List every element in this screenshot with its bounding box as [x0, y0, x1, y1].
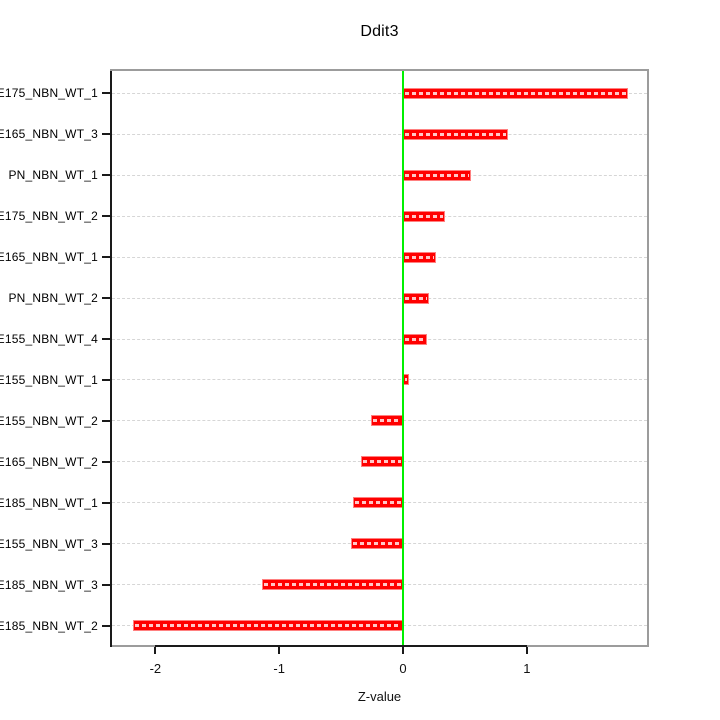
y-axis-label: PN_NBN_WT_1	[8, 168, 98, 183]
x-axis-line	[155, 645, 527, 647]
y-axis-tick	[102, 297, 110, 300]
y-axis-tick	[102, 215, 110, 218]
x-axis-tick-label: -2	[149, 661, 162, 676]
y-axis-tick	[102, 174, 110, 177]
bar	[353, 497, 404, 509]
y-axis-tick	[102, 92, 110, 95]
bar-dash-pattern	[135, 624, 402, 628]
gridline	[112, 379, 647, 381]
bar	[403, 169, 472, 181]
x-axis-tick	[278, 647, 281, 654]
x-axis-tick	[402, 647, 405, 654]
bar	[403, 210, 446, 222]
bar	[261, 579, 404, 591]
y-axis-tick	[102, 419, 110, 422]
y-axis-label: PN_NBN_WT_2	[8, 291, 98, 306]
bar	[133, 620, 404, 632]
gridline	[112, 92, 647, 94]
bar	[403, 251, 437, 263]
bar-dash-pattern	[405, 255, 435, 259]
gridline	[112, 133, 647, 135]
y-axis-label: E165_NBN_WT_2	[0, 454, 98, 469]
gridline	[112, 338, 647, 340]
bar	[370, 415, 404, 427]
bar-dash-pattern	[405, 214, 444, 218]
y-axis-label: E185_NBN_WT_2	[0, 618, 98, 633]
gridline	[112, 297, 647, 299]
y-axis-label: E155_NBN_WT_1	[0, 372, 98, 387]
x-axis-tick-label: 1	[523, 661, 531, 676]
x-axis-tick-label: 0	[399, 661, 407, 676]
bar-dash-pattern	[405, 91, 627, 95]
y-axis-tick	[102, 583, 110, 586]
y-axis-label: E165_NBN_WT_3	[0, 127, 98, 142]
y-axis-tick	[102, 460, 110, 463]
bar	[403, 292, 430, 304]
y-axis-line	[110, 71, 112, 647]
bar-dash-pattern	[355, 501, 402, 505]
bar-dash-pattern	[362, 460, 402, 464]
bar-dash-pattern	[405, 173, 470, 177]
bar	[403, 333, 427, 345]
bar	[360, 456, 404, 468]
y-axis-tick	[102, 133, 110, 136]
y-axis-label: E175_NBN_WT_1	[0, 86, 98, 101]
bar	[403, 128, 509, 140]
gridline	[112, 256, 647, 258]
x-axis-tick	[154, 647, 157, 654]
bar-dash-pattern	[263, 583, 402, 587]
y-axis-label: E155_NBN_WT_3	[0, 536, 98, 551]
bar-dash-pattern	[405, 337, 425, 341]
bar	[403, 87, 629, 99]
y-axis-tick	[102, 338, 110, 340]
y-axis-label: E185_NBN_WT_1	[0, 495, 98, 510]
y-axis-tick	[102, 624, 110, 627]
y-axis-label: E155_NBN_WT_4	[0, 332, 98, 346]
y-axis-label: E155_NBN_WT_2	[0, 413, 98, 428]
y-axis-tick	[102, 256, 110, 259]
bar-dash-pattern	[372, 419, 402, 423]
y-axis-tick	[102, 501, 110, 504]
gridline	[112, 174, 647, 176]
bar	[351, 538, 404, 550]
gridline	[112, 215, 647, 217]
bar-dash-pattern	[405, 378, 408, 382]
x-axis-tick	[525, 647, 528, 654]
y-axis-tick	[102, 542, 110, 545]
x-axis-title: Z-value	[357, 689, 402, 704]
x-axis-tick-label: -1	[273, 661, 285, 676]
chart-title: Ddit3	[360, 23, 399, 40]
bar-dash-pattern	[353, 542, 402, 546]
y-axis-tick	[102, 378, 110, 381]
bar-dash-pattern	[405, 296, 428, 300]
plot-area: E175_NBN_WT_1 E165_NBN_WT_3 PN_NBN_WT_1 E17…	[0, 71, 647, 676]
y-axis-label: E165_NBN_WT_1	[0, 250, 98, 265]
y-axis-label: E185_NBN_WT_3	[0, 577, 98, 592]
bar-dash-pattern	[405, 132, 507, 136]
zero-reference-line	[402, 71, 405, 645]
y-axis-label: E175_NBN_WT_2	[0, 209, 98, 224]
